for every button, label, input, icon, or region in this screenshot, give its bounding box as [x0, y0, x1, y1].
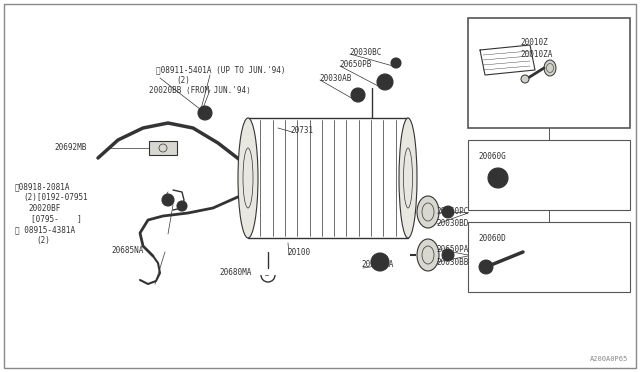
Text: 20685NA: 20685NA [111, 246, 143, 255]
Circle shape [177, 201, 187, 211]
Text: ⓝ08911-5401A (UP TO JUN.'94): ⓝ08911-5401A (UP TO JUN.'94) [156, 65, 285, 74]
Text: 20650PB: 20650PB [339, 60, 371, 69]
Text: 20650PC: 20650PC [436, 207, 468, 216]
Circle shape [198, 106, 212, 120]
Text: 20731: 20731 [290, 126, 313, 135]
Circle shape [442, 206, 454, 218]
Bar [468, 140, 630, 210]
Text: 20030BD: 20030BD [436, 219, 468, 228]
Bar [468, 222, 630, 292]
Ellipse shape [521, 75, 529, 83]
Text: (2): (2) [36, 236, 50, 245]
Bar [248, 118, 408, 238]
Text: 20010Z: 20010Z [520, 38, 548, 47]
Circle shape [488, 168, 508, 188]
Text: 20060D: 20060D [478, 234, 506, 243]
Text: ⓝ08918-2081A: ⓝ08918-2081A [15, 182, 70, 191]
Text: 20030BB: 20030BB [436, 258, 468, 267]
Text: 20030AB: 20030AB [319, 74, 351, 83]
Ellipse shape [544, 60, 556, 76]
Bar [149, 141, 177, 155]
Text: 20060G: 20060G [478, 152, 506, 161]
Text: ⓘ 08915-4381A: ⓘ 08915-4381A [15, 225, 75, 234]
Bar [468, 18, 630, 128]
Text: 20650PA: 20650PA [436, 245, 468, 254]
Ellipse shape [417, 196, 439, 228]
Text: (2): (2) [176, 76, 190, 85]
Circle shape [391, 58, 401, 68]
Text: 20030AA: 20030AA [361, 260, 394, 269]
Circle shape [479, 260, 493, 274]
Text: 20030BC: 20030BC [349, 48, 381, 57]
Text: [0795-    ]: [0795- ] [31, 214, 82, 223]
Text: 20020BB ⟨FROM JUN.'94⟩: 20020BB ⟨FROM JUN.'94⟩ [149, 86, 251, 95]
Circle shape [377, 74, 393, 90]
Circle shape [371, 253, 389, 271]
Text: 20020BF: 20020BF [28, 204, 60, 213]
Circle shape [442, 249, 454, 261]
Circle shape [162, 194, 174, 206]
Text: 20692MB: 20692MB [54, 143, 86, 152]
Ellipse shape [399, 118, 417, 238]
Text: 20680MA: 20680MA [219, 268, 252, 277]
Text: 20010ZA: 20010ZA [520, 50, 552, 59]
Ellipse shape [238, 118, 258, 238]
Text: (2)[0192-07951: (2)[0192-07951 [23, 193, 88, 202]
Text: 20100: 20100 [287, 248, 310, 257]
Circle shape [351, 88, 365, 102]
Text: A200A0P65: A200A0P65 [589, 356, 628, 362]
Ellipse shape [417, 239, 439, 271]
